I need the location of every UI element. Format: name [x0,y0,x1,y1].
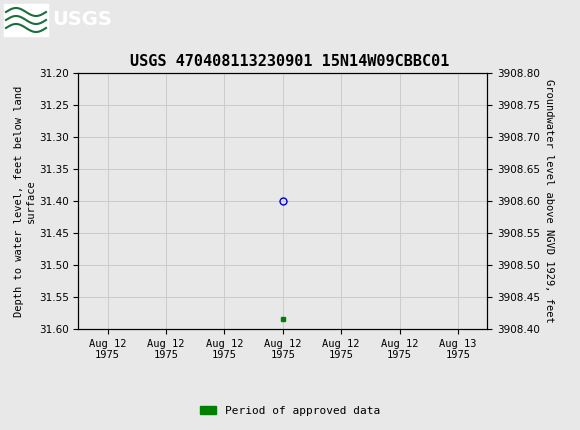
Text: USGS: USGS [52,10,112,30]
Text: USGS 470408113230901 15N14W09CBBC01: USGS 470408113230901 15N14W09CBBC01 [130,54,450,69]
Bar [4,4,48,36]
Y-axis label: Groundwater level above NGVD 1929, feet: Groundwater level above NGVD 1929, feet [544,79,554,323]
Y-axis label: Depth to water level, feet below land
surface: Depth to water level, feet below land su… [14,86,36,316]
Legend: Period of approved data: Period of approved data [195,401,385,420]
